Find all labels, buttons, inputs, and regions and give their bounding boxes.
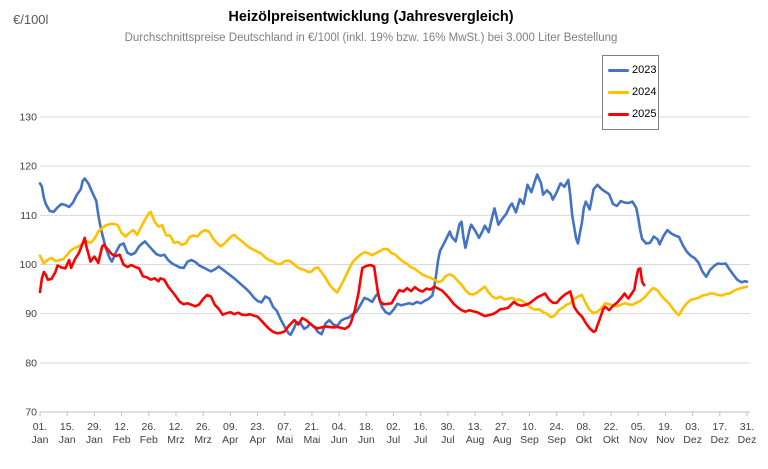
x-tick-label: Sep xyxy=(520,434,539,446)
legend-line-swatch-2023 xyxy=(608,68,629,72)
x-tick-label: Nov xyxy=(629,434,648,446)
series-line-2024 xyxy=(38,210,749,319)
x-tick-label: 22. xyxy=(604,421,619,433)
x-tick-label: Jun xyxy=(331,434,348,446)
x-tick-label: Dez xyxy=(683,434,702,446)
x-tick-label: Mai xyxy=(303,434,320,446)
x-tick-label: 26. xyxy=(141,421,156,433)
x-tick-label: 30. xyxy=(441,421,456,433)
x-tick-label: 29. xyxy=(87,421,102,433)
x-tick-label: 01. xyxy=(33,421,48,433)
x-tick-label: 12. xyxy=(169,421,184,433)
x-tick-label: 05. xyxy=(631,421,646,433)
x-tick-label: Okt xyxy=(576,434,592,446)
x-tick-label: 09. xyxy=(223,421,238,433)
x-tick-label: 04. xyxy=(332,421,347,433)
chart-title: Heizölpreisentwicklung (Jahresvergleich) xyxy=(228,9,514,25)
x-tick-label: 16. xyxy=(413,421,428,433)
x-tick-label: 23. xyxy=(250,421,265,433)
x-tick-label: Jul xyxy=(441,434,454,446)
series-line-2023 xyxy=(38,173,749,337)
y-tick-label: 100 xyxy=(19,259,37,271)
x-tick-label: Feb xyxy=(113,434,131,446)
legend-item-2025: 2025 xyxy=(608,109,658,120)
x-tick-label: 24. xyxy=(549,421,564,433)
legend-line-swatch-2024 xyxy=(608,90,629,95)
x-tick-label: Jul xyxy=(387,434,400,446)
x-tick-label: 03. xyxy=(685,421,700,433)
x-tick-label: 07. xyxy=(277,421,292,433)
x-tick-label: Jun xyxy=(358,434,375,446)
x-tick-label: 26. xyxy=(196,421,211,433)
x-tick-label: Mrz xyxy=(194,434,212,446)
x-tick-label: 10. xyxy=(522,421,537,433)
x-tick-label: 19. xyxy=(658,421,673,433)
x-tick-label: Okt xyxy=(603,434,619,446)
x-tick-label: Aug xyxy=(466,434,485,446)
y-axis-unit-label: €/100l xyxy=(13,12,49,27)
x-tick-label: 13. xyxy=(468,421,483,433)
x-tick-label: Dez xyxy=(738,434,757,446)
x-tick-label: 17. xyxy=(713,421,728,433)
y-tick-label: 90 xyxy=(25,308,37,320)
x-tick-label: Jan xyxy=(32,434,49,446)
x-tick-label: Apr xyxy=(249,434,266,446)
x-tick-label: Feb xyxy=(140,434,158,446)
x-tick-label: 15. xyxy=(60,421,75,433)
y-tick-label: 70 xyxy=(25,407,37,419)
legend-label: 2023 xyxy=(632,63,657,76)
legend-label: 2025 xyxy=(632,108,657,121)
series-line-2025 xyxy=(38,236,646,335)
x-tick-label: 27. xyxy=(495,421,510,433)
legend-line-swatch-2025 xyxy=(608,113,629,117)
x-tick-label: Nov xyxy=(656,434,675,446)
x-tick-label: Jan xyxy=(59,434,76,446)
chart-subtitle: Durchschnittspreise Deutschland in €/100… xyxy=(124,32,618,44)
x-tick-label: Jan xyxy=(86,434,103,446)
legend-item-2023: 2023 xyxy=(608,63,658,76)
legend-label: 2024 xyxy=(632,85,657,98)
y-tick-label: 120 xyxy=(19,161,37,173)
x-tick-label: Apr xyxy=(222,434,239,446)
legend-item-2024: 2024 xyxy=(608,85,658,98)
x-tick-label: Jul xyxy=(414,434,427,446)
x-tick-label: Aug xyxy=(493,434,512,446)
y-tick-label: 130 xyxy=(19,112,37,124)
x-tick-label: 02. xyxy=(386,421,401,433)
x-tick-label: Sep xyxy=(547,434,566,446)
x-tick-label: 21. xyxy=(305,421,320,433)
x-tick-label: Mrz xyxy=(167,434,185,446)
x-tick-label: 12. xyxy=(114,421,129,433)
y-tick-label: 80 xyxy=(25,357,37,369)
x-tick-label: Mai xyxy=(276,434,293,446)
x-tick-label: 31. xyxy=(740,421,755,433)
x-tick-label: Dez xyxy=(710,434,729,446)
legend: 2023 2024 2025 xyxy=(602,55,659,130)
x-tick-label: 18. xyxy=(359,421,374,433)
x-tick-label: 08. xyxy=(577,421,592,433)
y-tick-label: 110 xyxy=(20,210,37,222)
